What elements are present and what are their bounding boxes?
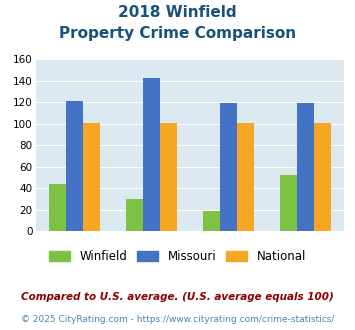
- Text: Compared to U.S. average. (U.S. average equals 100): Compared to U.S. average. (U.S. average …: [21, 292, 334, 302]
- Bar: [280, 175, 297, 231]
- Text: Property Crime Comparison: Property Crime Comparison: [59, 26, 296, 41]
- Bar: [143, 78, 160, 231]
- Bar: [297, 103, 314, 231]
- Bar: [203, 211, 220, 231]
- Bar: [220, 103, 237, 231]
- Text: © 2025 CityRating.com - https://www.cityrating.com/crime-statistics/: © 2025 CityRating.com - https://www.city…: [21, 315, 334, 324]
- Bar: [66, 101, 83, 231]
- Text: 2018 Winfield: 2018 Winfield: [118, 5, 237, 20]
- Legend: Winfield, Missouri, National: Winfield, Missouri, National: [49, 250, 306, 263]
- Bar: [314, 123, 331, 231]
- Bar: [237, 123, 254, 231]
- Bar: [83, 123, 100, 231]
- Bar: [126, 199, 143, 231]
- Bar: [160, 123, 177, 231]
- Bar: [49, 184, 66, 231]
